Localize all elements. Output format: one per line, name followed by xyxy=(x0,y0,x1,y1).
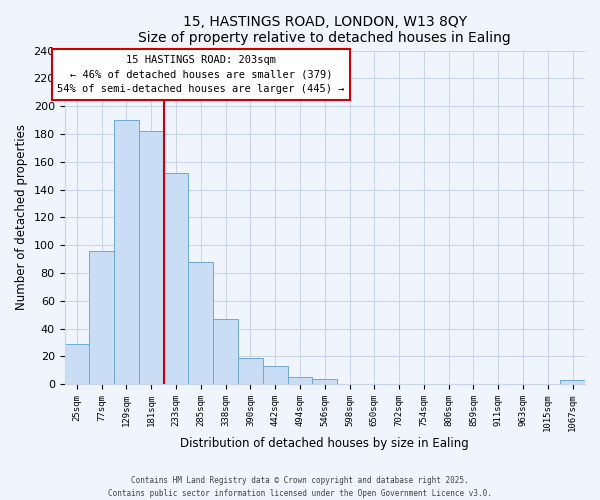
Bar xyxy=(560,380,585,384)
Bar xyxy=(114,120,139,384)
Bar xyxy=(238,358,263,384)
Bar xyxy=(213,319,238,384)
Bar xyxy=(139,131,164,384)
Title: 15, HASTINGS ROAD, LONDON, W13 8QY
Size of property relative to detached houses : 15, HASTINGS ROAD, LONDON, W13 8QY Size … xyxy=(139,15,511,45)
Bar xyxy=(65,344,89,384)
Bar xyxy=(287,377,313,384)
Y-axis label: Number of detached properties: Number of detached properties xyxy=(15,124,28,310)
Text: 15 HASTINGS ROAD: 203sqm
← 46% of detached houses are smaller (379)
54% of semi-: 15 HASTINGS ROAD: 203sqm ← 46% of detach… xyxy=(57,54,344,94)
Bar xyxy=(188,262,213,384)
Bar xyxy=(164,173,188,384)
Bar xyxy=(89,250,114,384)
Bar xyxy=(313,378,337,384)
X-axis label: Distribution of detached houses by size in Ealing: Distribution of detached houses by size … xyxy=(181,437,469,450)
Bar xyxy=(263,366,287,384)
Text: Contains HM Land Registry data © Crown copyright and database right 2025.
Contai: Contains HM Land Registry data © Crown c… xyxy=(108,476,492,498)
